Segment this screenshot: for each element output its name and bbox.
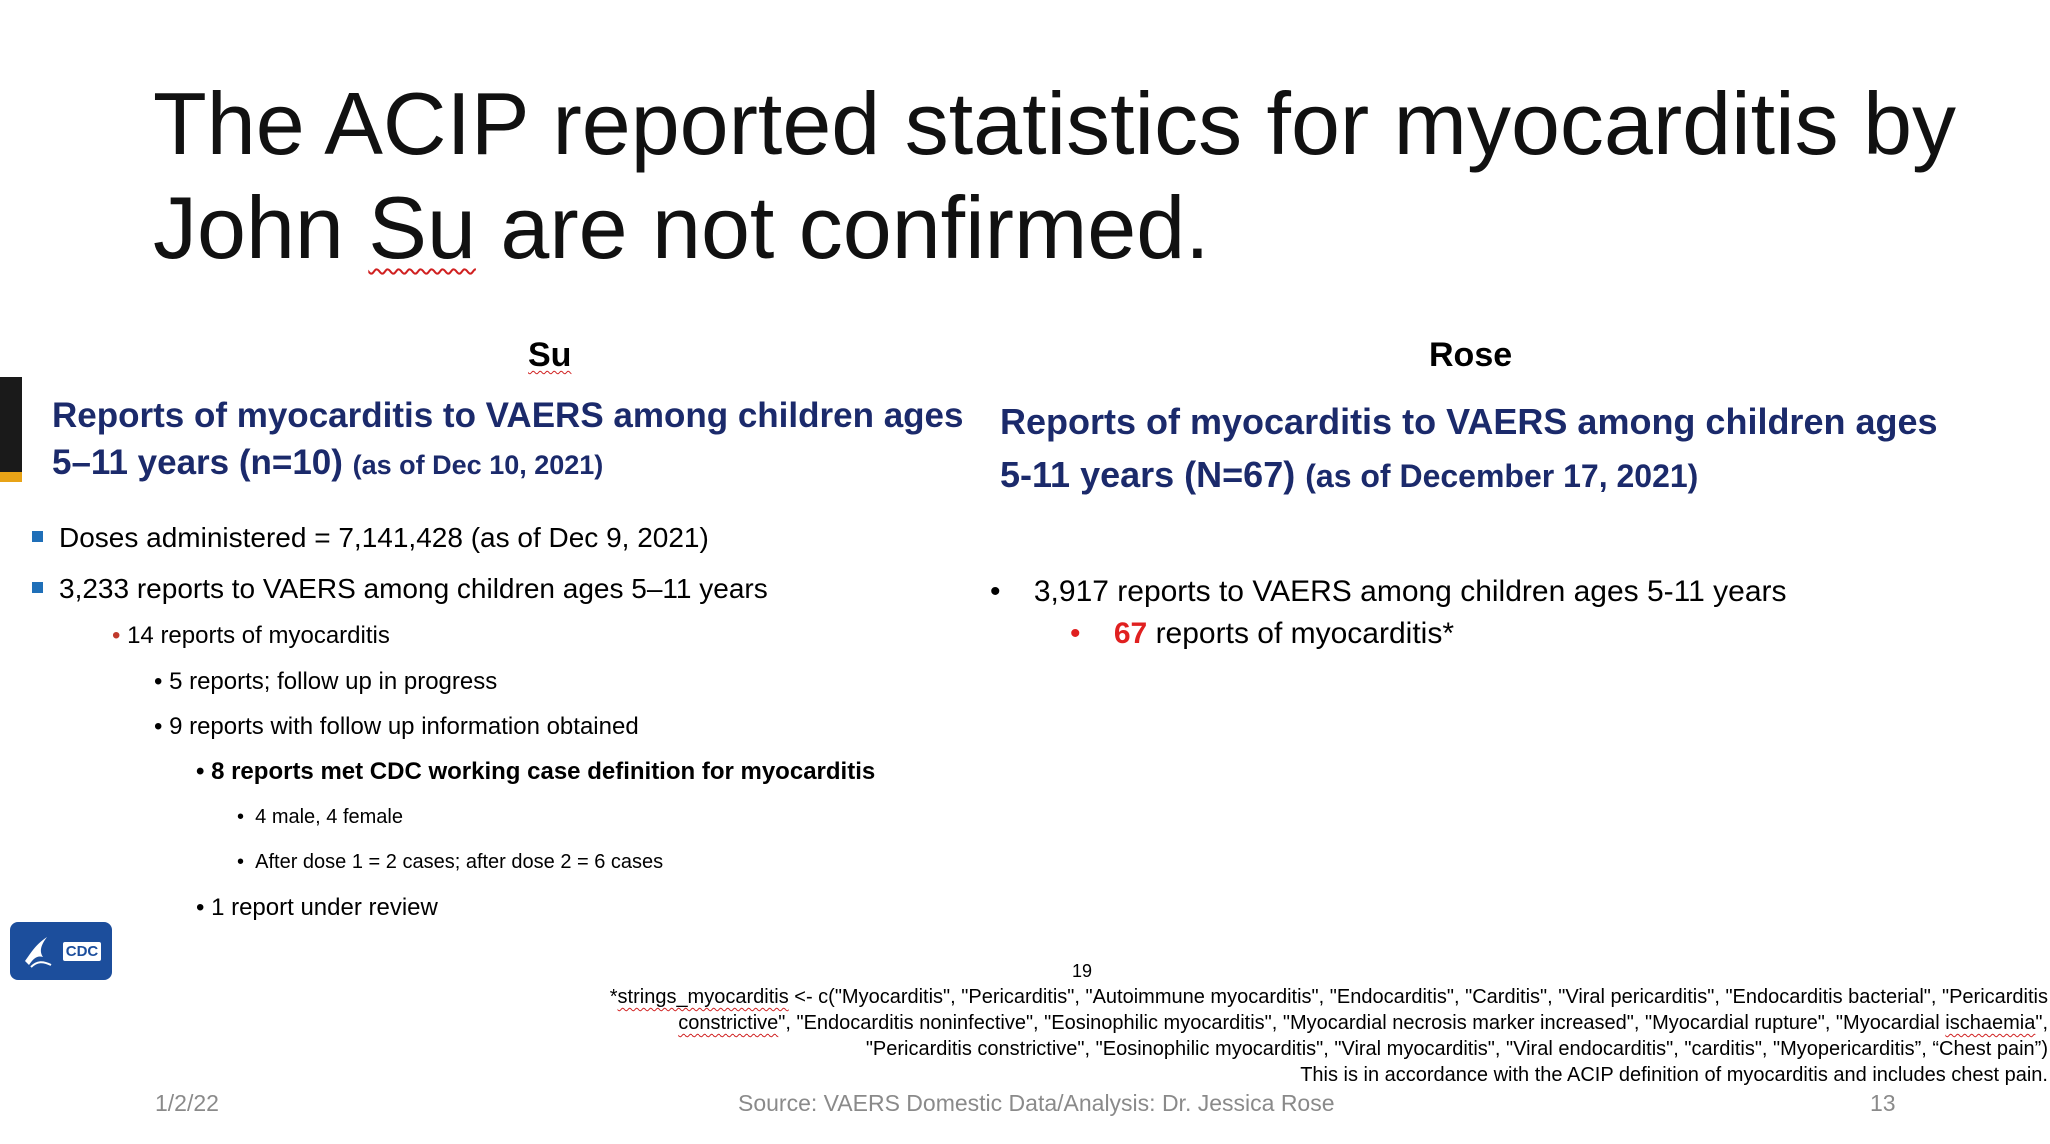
bullet-dot-icon: • bbox=[154, 713, 163, 740]
right-subtitle-date: (as of December 17, 2021) bbox=[1305, 458, 1699, 494]
footnote-line3: "Pericarditis constrictive", "Eosinophil… bbox=[865, 1038, 2048, 1060]
left-bullet-doses: Doses administered = 7,141,428 (as of De… bbox=[32, 522, 709, 554]
title-su-word: Su bbox=[368, 178, 476, 277]
left-sub-myocarditis: • 14 reports of myocarditis bbox=[112, 622, 390, 649]
footer-source: Source: VAERS Domestic Data/Analysis: Dr… bbox=[738, 1090, 1335, 1116]
footer-date: 1/2/22 bbox=[155, 1090, 219, 1116]
slide-title: The ACIP reported statistics for myocard… bbox=[153, 72, 2013, 280]
right-subtitle-line2: 5-11 years (N=67) (as of December 17, 20… bbox=[1000, 454, 1699, 495]
cdc-logo-text: CDC bbox=[62, 941, 102, 961]
square-bullet-icon bbox=[32, 531, 43, 543]
hhs-eagle-icon bbox=[24, 937, 52, 968]
square-bullet-icon bbox=[32, 582, 43, 594]
footnote-line2: constrictive", "Endocarditis noninfectiv… bbox=[678, 1012, 2048, 1034]
left-sub-under-review: • 1 report under review bbox=[196, 894, 438, 921]
footer-slide-number: 13 bbox=[1870, 1090, 1896, 1116]
footnote: *strings_myocarditis <- c("Myocarditis",… bbox=[448, 984, 2048, 1088]
right-subtitle-line1: Reports of myocarditis to VAERS among ch… bbox=[1000, 401, 1938, 442]
bullet-dot-icon: • bbox=[196, 758, 205, 785]
bullet-dot-icon: • bbox=[237, 806, 245, 828]
bullet-dot-icon: • bbox=[154, 668, 163, 695]
right-column-heading: Rose bbox=[1429, 336, 1513, 374]
left-subtitle-line1: Reports of myocarditis to VAERS among ch… bbox=[52, 396, 964, 435]
left-subtitle: Reports of myocarditis to VAERS among ch… bbox=[52, 392, 963, 489]
cdc-logo: CDC bbox=[10, 922, 112, 980]
left-column-heading: Su bbox=[528, 336, 572, 374]
source-page-number: 19 bbox=[1072, 961, 1093, 981]
title-end: are not confirmed. bbox=[475, 178, 1210, 277]
bullet-dot-icon: • bbox=[237, 851, 245, 873]
left-sub-dose: • After dose 1 = 2 cases; after dose 2 =… bbox=[237, 851, 664, 873]
left-sub-followup-obtained: • 9 reports with follow up information o… bbox=[154, 713, 639, 740]
left-subtitle-date: (as of Dec 10, 2021) bbox=[352, 450, 604, 480]
bullet-dot-icon: • bbox=[196, 894, 205, 921]
left-accent-bar bbox=[0, 377, 22, 472]
left-bullet-reports: 3,233 reports to VAERS among children ag… bbox=[32, 573, 768, 605]
title-text: The ACIP reported statistics for myocard… bbox=[153, 74, 1957, 277]
right-subtitle: Reports of myocarditis to VAERS among ch… bbox=[1000, 395, 1938, 503]
footnote-line4: This is in accordance with the ACIP defi… bbox=[1300, 1064, 2048, 1086]
myocarditis-count: 67 bbox=[1113, 617, 1148, 650]
right-bullet-reports: • 3,917 reports to VAERS among children … bbox=[990, 575, 1787, 608]
footnote-line1: *strings_myocarditis <- c("Myocarditis",… bbox=[609, 986, 2048, 1008]
left-sub-gender: • 4 male, 4 female bbox=[237, 806, 403, 828]
left-sub-followup-progress: • 5 reports; follow up in progress bbox=[154, 668, 498, 695]
left-subtitle-line2: 5–11 years (n=10) (as of Dec 10, 2021) bbox=[52, 443, 604, 482]
bullet-dot-icon: • bbox=[112, 622, 121, 649]
red-bullet-dot-icon: • bbox=[1070, 617, 1081, 650]
left-accent-gold bbox=[0, 472, 22, 482]
right-sub-myocarditis: • 67 reports of myocarditis* bbox=[1070, 617, 1455, 650]
left-sub-cdc-definition: • 8 reports met CDC working case definit… bbox=[196, 758, 876, 785]
bullet-dot-icon: • bbox=[990, 575, 1001, 608]
